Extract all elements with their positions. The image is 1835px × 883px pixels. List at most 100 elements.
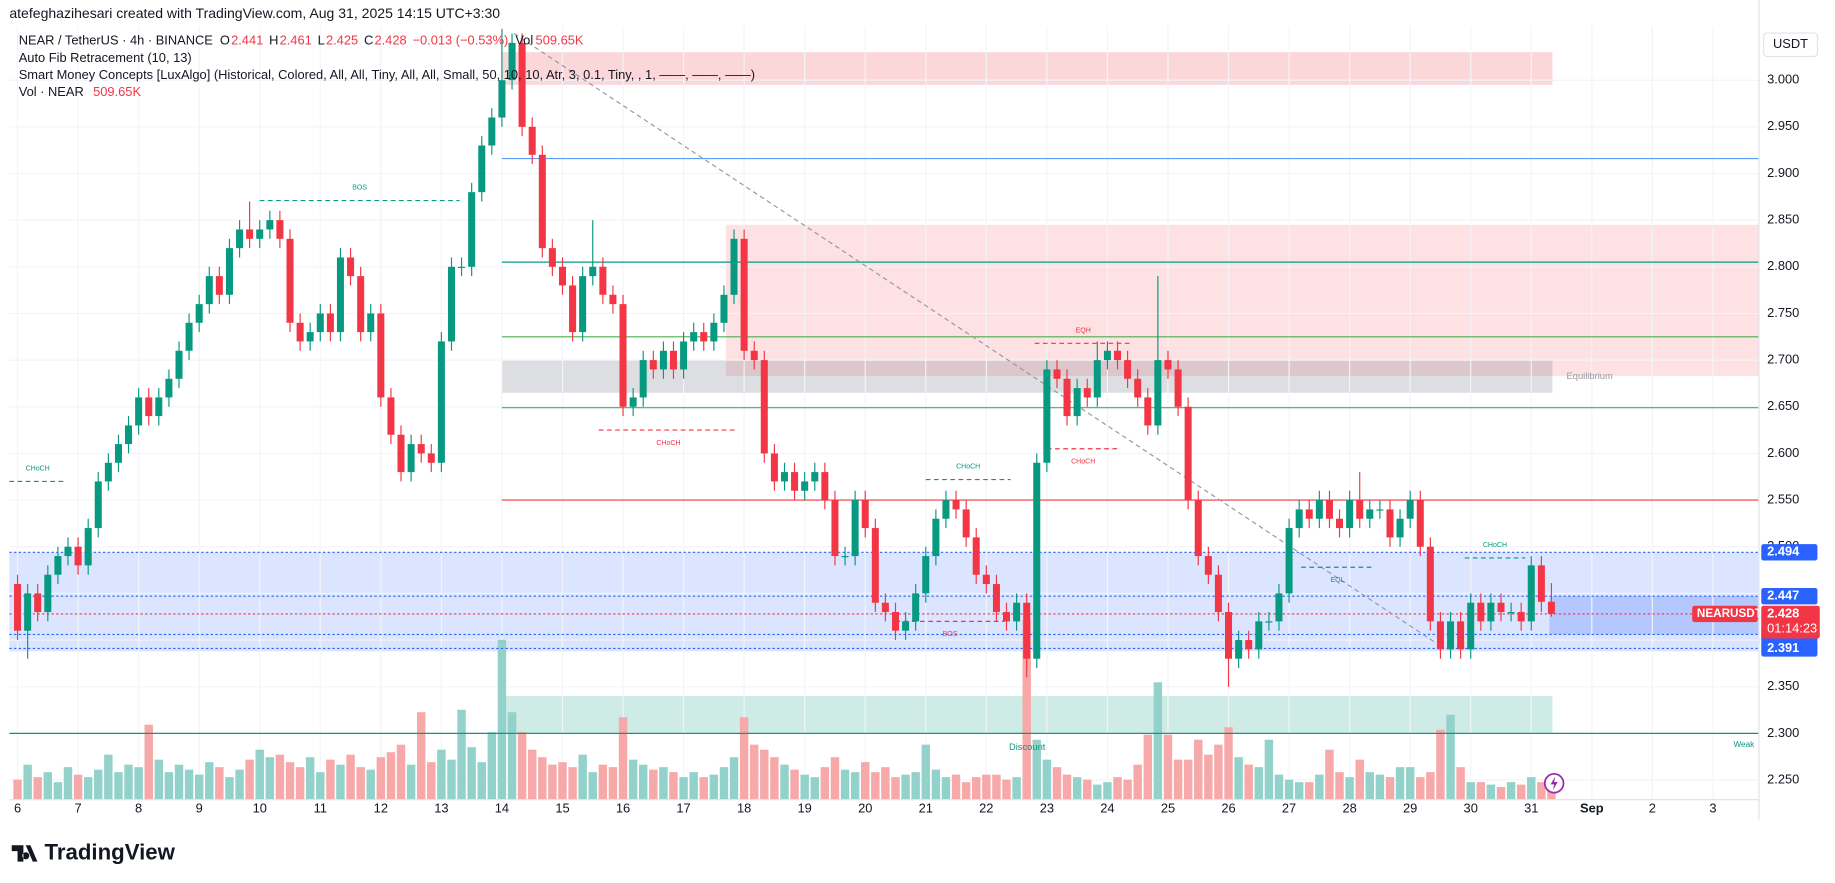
candle-body	[881, 602, 889, 613]
volume-bar	[1496, 787, 1506, 800]
volume-bar	[1446, 714, 1455, 800]
currency-box[interactable]	[1763, 32, 1819, 58]
candle-body	[841, 556, 849, 558]
volume-bar	[184, 769, 194, 800]
logo-text[interactable]: TradingView	[44, 839, 175, 864]
candle-body	[1002, 612, 1010, 622]
y-tick-label: 2.900	[1767, 165, 1799, 180]
candle-body	[740, 238, 748, 351]
volume-bar	[689, 772, 698, 800]
volume-bar	[124, 764, 133, 800]
volume-bar	[406, 764, 416, 800]
x-tick-label: 12	[374, 800, 388, 815]
y-tick-label: 2.950	[1767, 118, 1799, 133]
x-tick-label: 17	[676, 800, 690, 815]
volume-bar	[134, 767, 143, 800]
volume-bar	[83, 777, 93, 800]
x-tick-label: 15	[555, 800, 569, 815]
candle-body	[1063, 378, 1071, 417]
zone	[725, 224, 1759, 376]
volume-bar	[608, 767, 618, 800]
volume-bar	[507, 712, 517, 800]
candle-body	[1114, 350, 1122, 361]
candle-body	[579, 276, 587, 333]
volume-bar	[285, 762, 295, 800]
volume-bar	[1173, 759, 1183, 800]
candle-body	[639, 360, 647, 398]
volume-bar	[982, 774, 991, 800]
volume-bar	[1365, 772, 1374, 800]
volume-bar	[961, 782, 971, 800]
volume-bar	[709, 774, 719, 800]
zone-label: Discount	[1009, 742, 1046, 752]
volume-bar	[921, 744, 930, 800]
volume-bar	[1416, 777, 1425, 800]
volume-bar	[1274, 774, 1284, 800]
volume-bar	[1527, 777, 1536, 800]
last-price-value-box	[1761, 605, 1820, 639]
x-tick-label: 22	[979, 800, 993, 815]
volume-bar	[517, 732, 527, 800]
zone	[501, 360, 1553, 393]
candle-body	[821, 472, 829, 501]
candle-body	[417, 444, 425, 454]
volume-bar	[23, 764, 32, 800]
candle-body	[1386, 509, 1394, 538]
volume-bar	[1466, 782, 1475, 800]
candle-body	[276, 220, 284, 239]
volume	[13, 619, 1556, 800]
candle-body	[659, 350, 667, 370]
candle-body	[1023, 602, 1031, 659]
volume-bar	[1194, 739, 1203, 800]
candle-body	[104, 462, 112, 482]
structure-label: EQH	[1076, 327, 1091, 334]
x-tick-label: Sep	[1580, 800, 1604, 815]
y-tick-label: 3.000	[1767, 72, 1799, 87]
volume-bar	[194, 774, 204, 800]
volume-bar	[295, 767, 305, 800]
volume-bar	[316, 772, 325, 800]
volume-bar	[810, 777, 820, 800]
legend-text: 509.65K	[93, 84, 141, 99]
candle-body	[942, 500, 950, 519]
volume-bar	[588, 772, 597, 800]
candle-body	[357, 276, 365, 333]
volume-bar	[154, 759, 164, 800]
volume-bar	[417, 712, 426, 800]
structure-label: CHoCH	[1071, 458, 1095, 465]
candle-body	[447, 266, 456, 342]
volume-bar	[830, 757, 840, 800]
candle-body	[1426, 546, 1434, 622]
candle-body	[1053, 369, 1061, 379]
volume-bar	[739, 717, 749, 800]
volume-bar	[1234, 757, 1243, 800]
legend-text: Auto Fib Retracement (10, 13)	[19, 50, 192, 65]
volume-bar	[1072, 777, 1082, 800]
volume-bar	[659, 767, 668, 800]
candle-body	[912, 593, 920, 622]
volume-bar	[750, 744, 759, 800]
structure-label: CHoCH	[1483, 542, 1507, 549]
legend-text: 2.428	[374, 33, 406, 48]
volume-bar	[770, 757, 779, 800]
candle-body	[609, 294, 617, 305]
y-tick-label: 2.800	[1767, 258, 1799, 273]
volume-bar	[73, 774, 83, 800]
volume-bar	[144, 724, 153, 800]
volume-bar	[1022, 619, 1031, 800]
candle-body	[1447, 621, 1455, 650]
volume-bar	[33, 777, 42, 800]
volume-bar	[1506, 782, 1516, 800]
candle-body	[1093, 360, 1101, 398]
legend-text: 2.461	[280, 33, 312, 48]
volume-bar	[275, 754, 285, 800]
volume-bar	[679, 777, 688, 800]
volume-bar	[931, 769, 941, 800]
candle-body	[1124, 360, 1132, 379]
candle-body	[114, 444, 122, 463]
last-price-symbol: NEARUSDT	[1697, 607, 1763, 620]
candle-body	[1295, 509, 1303, 529]
candle-body	[498, 80, 506, 118]
currency[interactable]: USDT	[1773, 36, 1808, 51]
x-tick-label: 26	[1221, 800, 1235, 815]
